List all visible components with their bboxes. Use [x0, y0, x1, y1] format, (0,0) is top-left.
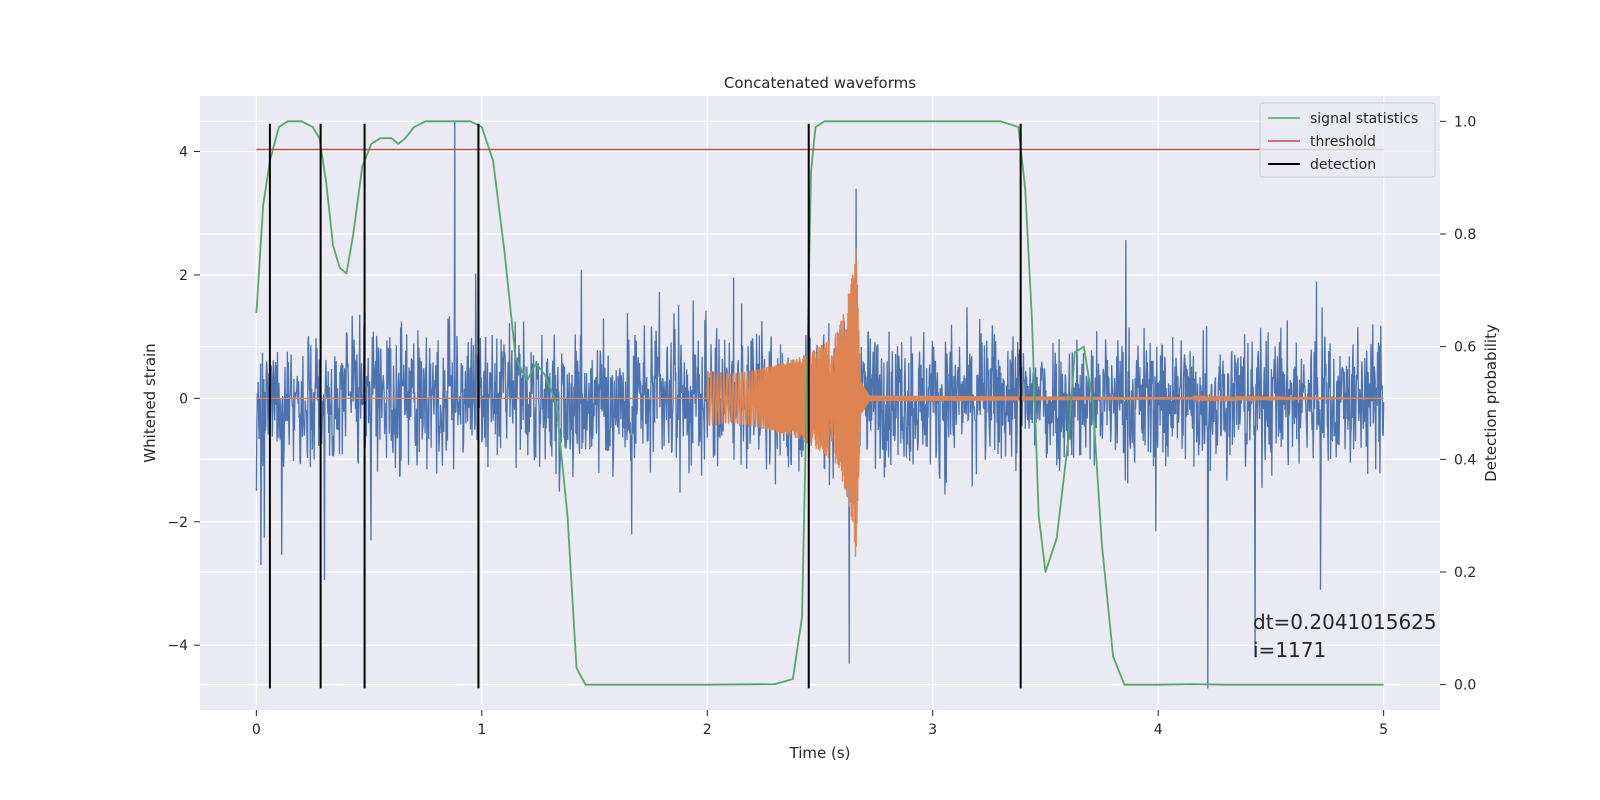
y-tick-label: −4 [167, 638, 188, 654]
legend-label: signal statistics [1310, 111, 1418, 127]
y-axis-label: Whitened strain [141, 343, 159, 462]
y-axis-ticks: −4 −2 0 2 4 [167, 145, 200, 654]
y2-tick-label: 0.2 [1454, 565, 1476, 581]
x-axis-label: Time (s) [789, 744, 851, 762]
x-tick-label: 4 [1154, 722, 1163, 738]
y-tick-label: −2 [167, 515, 188, 531]
x-tick-label: 3 [928, 722, 937, 738]
y2-tick-label: 0.8 [1454, 227, 1476, 243]
legend-label: threshold [1310, 134, 1376, 150]
y2-tick-label: 0.0 [1454, 678, 1476, 694]
y2-tick-label: 0.4 [1454, 452, 1476, 468]
y-tick-label: 4 [179, 145, 188, 161]
y2-axis-label: Detection probability [1482, 324, 1500, 482]
x-tick-label: 5 [1379, 722, 1388, 738]
annotation: dt=0.2041015625 i=1171 [1253, 610, 1437, 662]
y2-tick-label: 0.6 [1454, 340, 1476, 356]
legend-box [1259, 102, 1436, 178]
y2-tick-label: 1.0 [1454, 114, 1476, 130]
x-tick-label: 2 [703, 722, 712, 738]
injection-series [256, 247, 1384, 557]
chart-title: Concatenated waveforms [724, 74, 916, 92]
x-tick-label: 0 [252, 722, 261, 738]
legend-label: detection [1310, 157, 1376, 173]
legend: signal statistics threshold detection [1259, 102, 1436, 178]
y-tick-label: 0 [179, 391, 188, 407]
annotation-dt: dt=0.2041015625 [1253, 610, 1437, 634]
x-tick-label: 1 [477, 722, 486, 738]
x-axis-ticks: 0 1 2 3 4 5 [252, 710, 1388, 738]
injection-line [256, 247, 1384, 557]
detection-series [268, 123, 1022, 689]
grid [200, 96, 1440, 710]
annotation-index: i=1171 [1253, 638, 1326, 662]
signal-statistics-line [255, 120, 1384, 686]
y2-axis-ticks: 0.0 0.2 0.4 0.6 0.8 1.0 [1440, 114, 1476, 694]
signal-statistics-series [255, 120, 1384, 686]
y-tick-label: 2 [179, 268, 188, 284]
